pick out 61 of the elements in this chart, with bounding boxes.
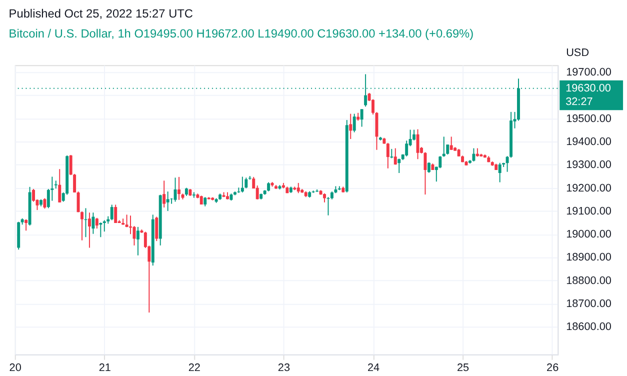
y-tick-label: 18800.00 — [566, 274, 612, 287]
candlestick — [394, 148, 397, 166]
chart-title: Published Oct 25, 2022 15:27 UTC — [8, 6, 194, 21]
candlestick — [166, 191, 170, 212]
candlestick — [88, 212, 91, 248]
candlestick — [192, 192, 196, 198]
candlestick — [390, 148, 394, 159]
candlestick — [416, 128, 420, 160]
candlestick — [352, 113, 356, 133]
y-tick-label: 18700.00 — [566, 298, 612, 310]
text: Bitcoin / U.S. Dollar, 1h O19495.00 H19672.00 L19490.00 C19630.00 +134.00 (+0.69%) — [8, 26, 474, 40]
candlestick — [398, 158, 401, 174]
candlestick — [323, 192, 326, 203]
candlestick — [267, 182, 270, 192]
candlestick — [162, 180, 166, 208]
candlestick — [438, 156, 442, 169]
x-tick-label: 24 — [367, 362, 380, 374]
candlestick — [386, 142, 390, 169]
y-tick-label: 18900.00 — [566, 252, 612, 264]
x-tick-label: 26 — [546, 362, 559, 374]
candlestick — [360, 108, 364, 128]
candlestick — [24, 218, 28, 232]
x-tick-label: 22 — [188, 362, 200, 374]
candlestick — [54, 180, 58, 190]
candlestick — [58, 168, 62, 203]
candlestick — [450, 136, 453, 150]
candlestick — [296, 182, 300, 194]
candlestick — [405, 140, 408, 157]
y-tick-label: 19200.00 — [566, 182, 612, 194]
candlestick — [498, 162, 502, 183]
candlestick — [110, 204, 114, 221]
x-tick-label: 23 — [278, 362, 290, 374]
candlestick — [114, 204, 118, 224]
candlestick — [155, 216, 158, 242]
x-tick-label: 20 — [9, 362, 22, 374]
candlestick — [427, 162, 430, 174]
ref-line-label: 19630.00 — [566, 82, 611, 94]
y-tick-label: 19700.00 — [566, 66, 612, 79]
y-tick-label: 19000.00 — [566, 228, 612, 241]
x-tick-label: 21 — [98, 362, 111, 374]
y-tick-label: 19300.00 — [566, 159, 612, 172]
candlestick — [240, 176, 244, 193]
x-tick-label: 25 — [456, 362, 470, 374]
y-tick-label: 19400.00 — [566, 136, 612, 148]
candlestick — [92, 212, 95, 234]
y-tick-label: 19100.00 — [566, 205, 612, 218]
candlestick — [472, 148, 476, 162]
candlestick — [43, 198, 46, 210]
candlestick — [204, 196, 207, 207]
y-tick-label: 19500.00 — [566, 112, 612, 125]
y-axis-title: USD — [566, 46, 590, 59]
candlestick — [102, 220, 106, 232]
candlestick — [99, 222, 102, 238]
text: 32:27 — [566, 96, 593, 108]
candlestick — [178, 176, 180, 200]
candlestick — [95, 217, 98, 230]
y-tick-label: 18600.00 — [566, 321, 612, 334]
candlestick — [244, 177, 248, 189]
candlestick — [349, 113, 352, 140]
candlestick — [136, 226, 140, 256]
candlestick — [174, 177, 177, 202]
